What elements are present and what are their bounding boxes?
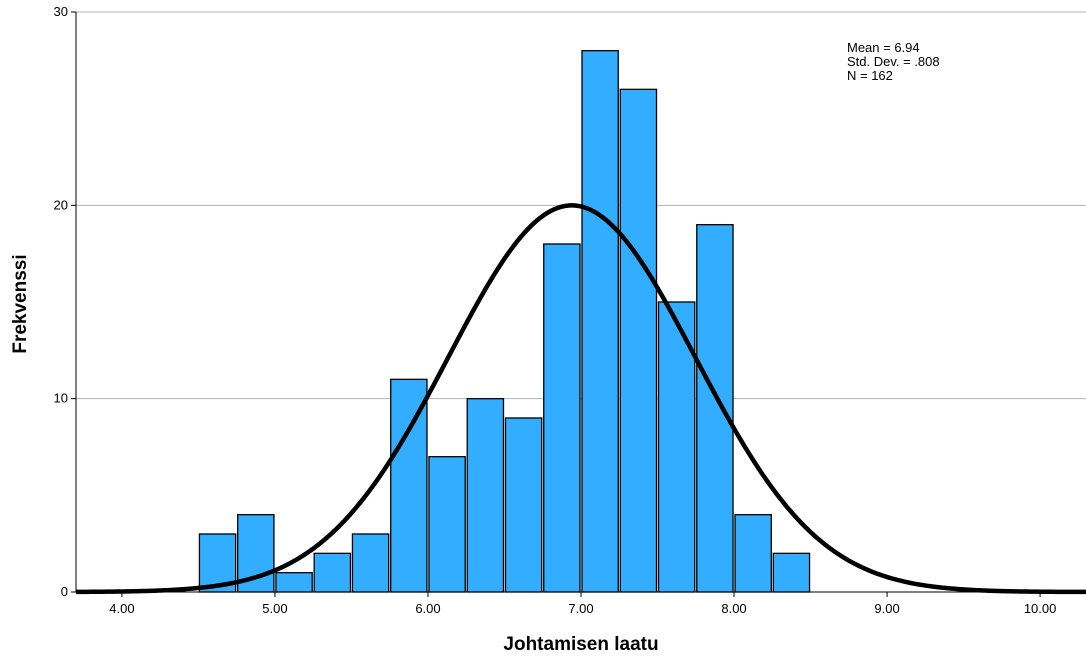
x-tick-label: 8.00 — [721, 601, 746, 616]
x-tick-label: 7.00 — [568, 601, 593, 616]
histogram-bar — [504, 417, 543, 593]
histogram-bar — [734, 514, 772, 593]
y-tick-labels: 0 10 20 30 — [54, 4, 68, 599]
x-tick-label: 4.00 — [109, 601, 134, 616]
y-axis-title: Frekvenssi — [10, 254, 31, 353]
histogram-bar — [313, 552, 352, 593]
histogram-bar — [428, 456, 466, 593]
histogram-bar — [466, 398, 505, 593]
y-tick-label: 10 — [54, 391, 68, 406]
histogram-bar — [581, 50, 619, 593]
x-tick-label: 6.00 — [415, 601, 440, 616]
stats-n: N = 162 — [847, 68, 893, 83]
histogram-bar — [543, 243, 581, 593]
stats-box: Mean = 6.94 Std. Dev. = .808 N = 162 — [847, 40, 940, 83]
x-tick-label: 9.00 — [874, 601, 899, 616]
y-tick-label: 0 — [61, 584, 68, 599]
histogram-bar — [275, 572, 313, 593]
histogram-bar — [619, 88, 658, 593]
histogram-bar — [772, 552, 811, 593]
x-tick-label: 5.00 — [262, 601, 287, 616]
histogram-bar — [696, 224, 734, 593]
stats-std-dev: Std. Dev. = .808 — [847, 54, 940, 69]
axes — [71, 11, 1086, 597]
normal-curve — [75, 203, 1086, 595]
histogram-bar — [390, 378, 428, 593]
y-tick-label: 30 — [54, 4, 68, 19]
x-tick-labels: 4.00 5.00 6.00 7.00 8.00 9.00 10.00 — [109, 601, 1056, 616]
x-tick-label: 10.00 — [1024, 601, 1057, 616]
y-tick-label: 20 — [54, 197, 68, 212]
histogram-bar — [351, 533, 390, 593]
x-axis-title: Johtamisen laatu — [503, 634, 658, 655]
histogram-bars — [198, 50, 811, 593]
stats-mean: Mean = 6.94 — [847, 40, 920, 55]
